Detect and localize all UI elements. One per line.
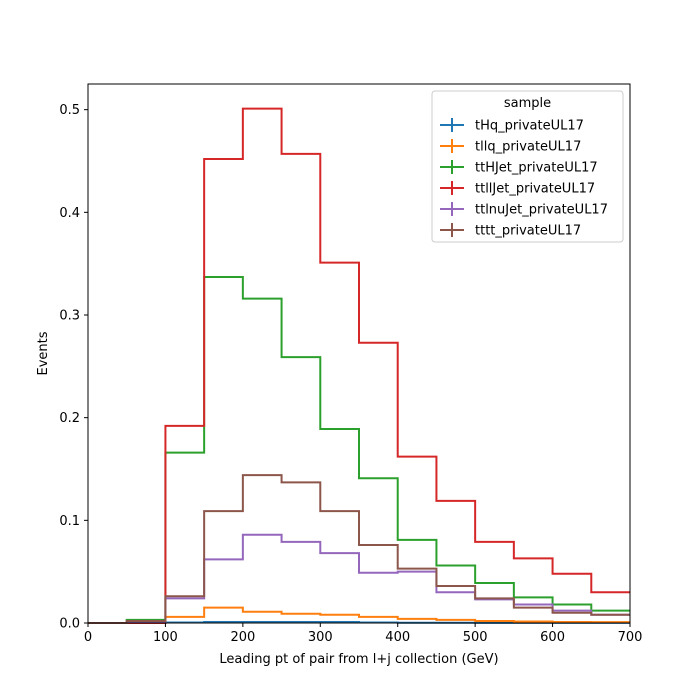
- legend-label: tllq_privateUL17: [475, 140, 581, 155]
- x-tick-label: 0: [84, 630, 92, 645]
- series-ttHJet_privateUL17: [88, 276, 630, 624]
- x-tick-label: 500: [463, 630, 488, 645]
- axes-frame: [87, 83, 631, 624]
- series-ttllJet_privateUL17: [88, 107, 630, 624]
- series-step-line: [88, 107, 630, 624]
- legend-item: tllq_privateUL17: [440, 139, 581, 155]
- legend-item: tttt_privateUL17: [440, 223, 581, 239]
- legend-label: tttt_privateUL17: [475, 224, 581, 239]
- y-axis-label: Events: [36, 331, 51, 375]
- y-tick-label: 0.3: [59, 309, 80, 324]
- y-tick-label: 0.1: [59, 514, 80, 529]
- legend-label: tHq_privateUL17: [475, 119, 584, 134]
- legend-item: tHq_privateUL17: [440, 118, 584, 134]
- legend-title: sample: [504, 96, 551, 111]
- y-axis-ticks: 0.0 0.1 0.2 0.3 0.4 0.5: [59, 103, 88, 632]
- legend-label: ttllJet_privateUL17: [475, 182, 595, 197]
- x-axis-label: Leading pt of pair from l+j collection (…: [219, 652, 498, 667]
- legend-box: [431, 90, 624, 243]
- y-tick-label: 0.5: [59, 103, 80, 118]
- series-step-line: [88, 474, 630, 624]
- x-tick-label: 200: [230, 630, 255, 645]
- x-tick-label: 100: [153, 630, 178, 645]
- series-layer: [88, 107, 630, 624]
- series-tllq_privateUL17: [88, 606, 630, 624]
- series-step-line: [88, 606, 630, 624]
- y-tick-label: 0.2: [59, 411, 80, 426]
- legend-items: tHq_privateUL17 tllq_privateUL17 ttHJet_pr…: [440, 118, 608, 239]
- x-tick-label: 300: [308, 630, 333, 645]
- legend-item: ttlnuJet_privateUL17: [440, 202, 608, 218]
- x-tick-label: 400: [385, 630, 410, 645]
- x-tick-label: 700: [618, 630, 643, 645]
- x-tick-label: 600: [540, 630, 565, 645]
- legend-item: ttllJet_privateUL17: [440, 181, 595, 197]
- legend-label: ttHJet_privateUL17: [475, 161, 598, 176]
- legend-label: ttlnuJet_privateUL17: [475, 203, 608, 218]
- legend-item: ttHJet_privateUL17: [440, 160, 598, 176]
- y-tick-label: 0.4: [59, 206, 80, 221]
- x-axis-ticks: 0 100 200 300 400 500 600 700: [84, 623, 643, 645]
- series-tttt_privateUL17: [88, 474, 630, 624]
- y-tick-label: 0.0: [59, 617, 80, 632]
- series-ttlnuJet_privateUL17: [88, 533, 630, 624]
- series-step-line: [88, 276, 630, 624]
- series-step-line: [88, 533, 630, 624]
- legend: sample tHq_privateUL17 tllq_privateUL17tt…: [431, 90, 624, 243]
